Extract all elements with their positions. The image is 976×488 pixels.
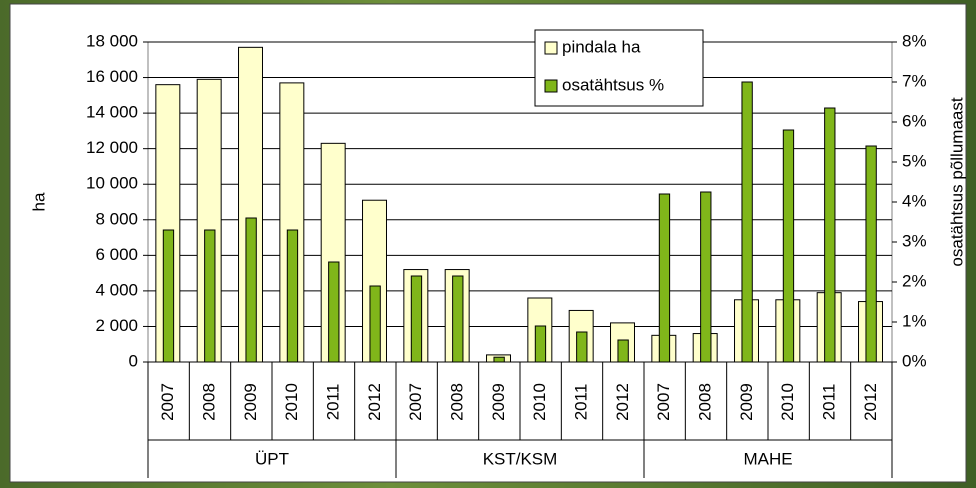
bar (659, 194, 669, 362)
bar (453, 276, 463, 362)
x-tick-label: 2011 (571, 384, 590, 421)
bar (246, 218, 256, 362)
x-tick-label: 2008 (695, 383, 714, 421)
y-tick-label: 12 000 (86, 138, 138, 157)
y2-tick-label: 5% (902, 151, 927, 170)
y-tick-label: 4 000 (95, 280, 138, 299)
x-tick-label: 2012 (613, 383, 632, 421)
y-tick-label: 0 (129, 351, 138, 370)
x-tick-label: 2009 (489, 383, 508, 421)
x-tick-label: 2010 (282, 383, 301, 421)
chart: 0 2 000 4 000 6 000 8 000 10 000 12 000 14 000 1… (0, 0, 976, 488)
x-tick-label: 2011 (819, 384, 838, 421)
legend-label: osatähtsus % (562, 75, 664, 94)
bar (287, 230, 297, 362)
y-tick-label: 6 000 (95, 245, 138, 264)
bar (783, 130, 793, 362)
y-tick-label: 8 000 (95, 209, 138, 228)
y2-tick-label: 0% (902, 351, 927, 370)
bar (370, 286, 380, 362)
x-tick-label: 2007 (406, 383, 425, 421)
bar (825, 108, 835, 362)
x-tick-label: 2010 (778, 383, 797, 421)
bar (494, 357, 504, 362)
legend-swatch (545, 42, 557, 54)
group-label: MAHE (743, 449, 792, 468)
y2-tick-label: 8% (902, 31, 927, 50)
x-tick-label: 2012 (861, 383, 880, 421)
bar (866, 146, 876, 362)
y2-tick-label: 7% (902, 71, 927, 90)
x-tick-label: 2007 (158, 383, 177, 421)
x-tick-label: 2008 (447, 383, 466, 421)
y-tick-label: 10 000 (86, 174, 138, 193)
bar (577, 332, 587, 362)
y2-tick-label: 3% (902, 231, 927, 250)
bar (411, 276, 421, 362)
x-tick-label: 2010 (530, 383, 549, 421)
bar (329, 262, 339, 362)
bar (701, 192, 711, 362)
group-label: ÜPT (255, 449, 289, 468)
bar (618, 340, 628, 362)
y2-tick-label: 2% (902, 271, 927, 290)
bar (742, 82, 752, 362)
bar (205, 230, 215, 362)
bar (163, 230, 173, 362)
y2-tick-label: 1% (902, 311, 927, 330)
bar (535, 326, 545, 362)
x-tick-label: 2009 (737, 383, 756, 421)
y-axis-label: ha (29, 192, 48, 211)
y2-axis-label: osatähtsus põllumaast (947, 97, 966, 266)
x-tick-label: 2007 (654, 383, 673, 421)
x-tick-label: 2012 (365, 383, 384, 421)
y2-tick-label: 4% (902, 191, 927, 210)
y-tick-label: 2 000 (95, 316, 138, 335)
legend-label: pindala ha (562, 37, 641, 56)
y2-tick-label: 6% (902, 111, 927, 130)
group-label: KST/KSM (483, 449, 558, 468)
y-tick-label: 16 000 (86, 67, 138, 86)
x-tick-label: 2011 (323, 384, 342, 421)
page: 0 2 000 4 000 6 000 8 000 10 000 12 000 14 000 1… (0, 0, 976, 488)
y-tick-label: 14 000 (86, 103, 138, 122)
y-tick-label: 18 000 (86, 31, 138, 50)
x-tick-label: 2008 (199, 383, 218, 421)
x-tick-label: 2009 (241, 383, 260, 421)
legend-swatch (545, 80, 557, 92)
